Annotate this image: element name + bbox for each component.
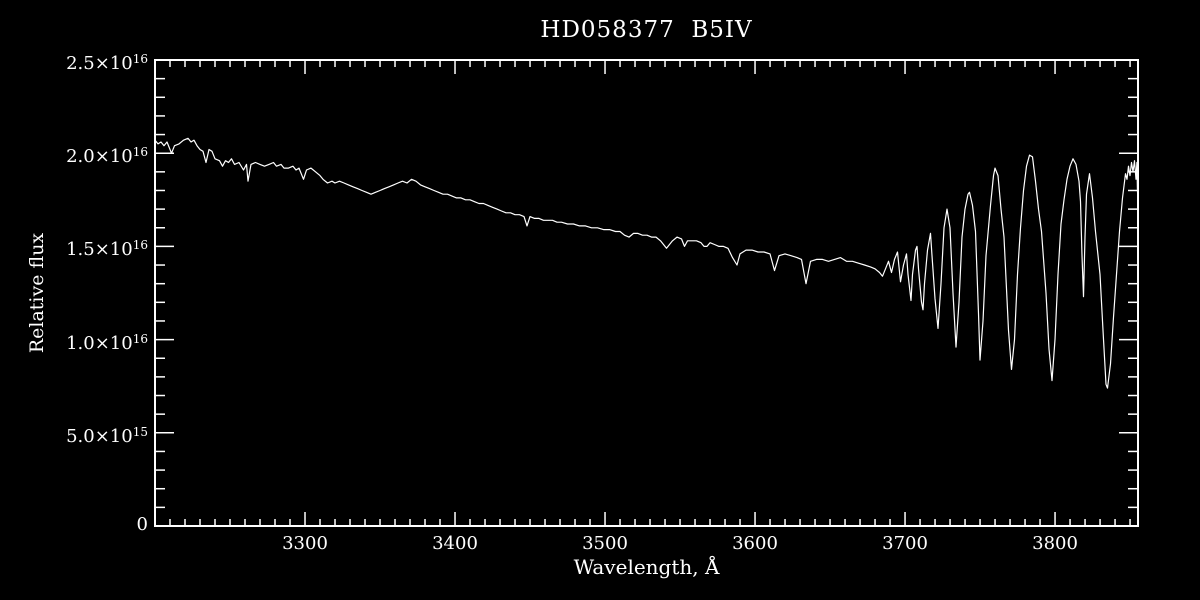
y-tick-label: 1.0×1016 <box>66 331 148 354</box>
x-tick-label: 3400 <box>432 533 478 554</box>
x-tick-label: 3800 <box>1032 533 1078 554</box>
y-tick-label: 5.0×1015 <box>66 424 148 447</box>
x-tick-label: 3300 <box>282 533 328 554</box>
y-tick-label: 0 <box>136 514 148 535</box>
y-tick-label: 1.5×1016 <box>66 238 148 261</box>
y-tick-label: 2.5×1016 <box>66 52 148 74</box>
spectrum-line <box>154 137 1139 389</box>
x-axis-label: Wavelength, Å <box>573 555 720 579</box>
x-tick-label: 3500 <box>582 533 628 554</box>
x-tick-label: 3700 <box>882 533 928 554</box>
y-tick-label: 2.0×1016 <box>66 145 148 168</box>
plot-title: HD058377 B5IV <box>540 17 753 43</box>
x-tick-label: 3600 <box>732 533 778 554</box>
axes-box <box>154 59 1139 527</box>
